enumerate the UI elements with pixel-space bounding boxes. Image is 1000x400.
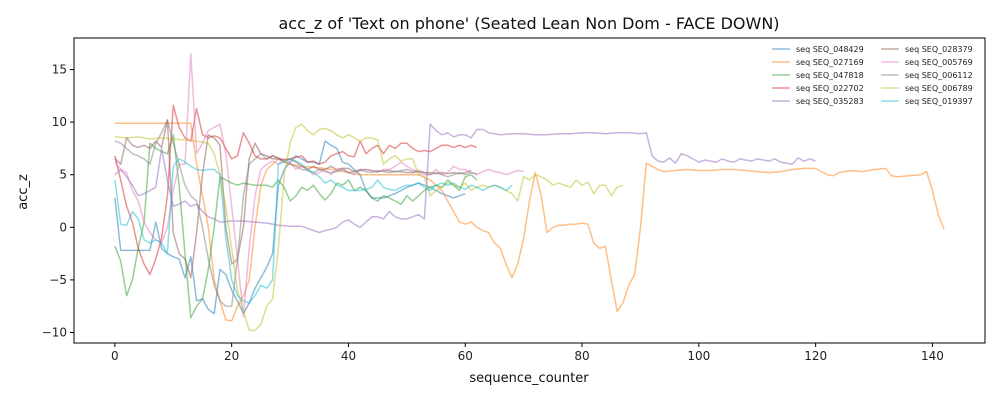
y-axis-ticks: −10 −5 0 5 10 15 (42, 63, 74, 339)
series-lines (114, 53, 945, 332)
axes-frame (73, 37, 986, 344)
x-tick-label: 100 (687, 349, 710, 363)
legend-entry: seq SEQ_006789 (905, 84, 973, 93)
y-tick-label: 5 (59, 168, 67, 182)
x-tick-label: 0 (111, 349, 119, 363)
y-tick-label: −5 (49, 273, 67, 287)
y-tick-label: −10 (42, 325, 67, 339)
y-axis-label: acc_z (16, 174, 31, 210)
legend-entry: seq SEQ_035283 (796, 97, 864, 106)
legend-entry: seq SEQ_022702 (796, 84, 864, 93)
y-tick-label: 15 (52, 63, 67, 77)
x-axis-ticks: 0 20 40 60 80 100 120 140 (111, 343, 944, 363)
x-tick-label: 60 (458, 349, 473, 363)
legend-entry: seq SEQ_048429 (796, 45, 864, 54)
x-tick-label: 40 (341, 349, 356, 363)
legend-entry: seq SEQ_019397 (905, 97, 973, 106)
x-axis-label: sequence_counter (469, 371, 589, 386)
x-tick-label: 140 (921, 349, 944, 363)
series-line-7 (114, 53, 524, 318)
legend-entry: seq SEQ_047818 (796, 71, 864, 80)
series-line-9 (114, 123, 624, 332)
x-tick-label: 80 (574, 349, 589, 363)
legend-entry: seq SEQ_006112 (905, 71, 973, 80)
legend-entry: seq SEQ_005769 (905, 58, 973, 67)
x-tick-label: 120 (804, 349, 827, 363)
y-tick-label: 0 (59, 220, 67, 234)
legend-entry: seq SEQ_028379 (905, 45, 973, 54)
series-line-5 (114, 123, 816, 234)
series-line-10 (114, 158, 513, 304)
chart-title: acc_z of 'Text on phone' (Seated Lean No… (278, 14, 779, 34)
legend-entry: seq SEQ_027169 (796, 58, 864, 67)
series-line-4 (114, 104, 478, 276)
series-line-2 (114, 122, 945, 322)
y-tick-label: 10 (52, 115, 67, 129)
x-tick-label: 20 (224, 349, 239, 363)
